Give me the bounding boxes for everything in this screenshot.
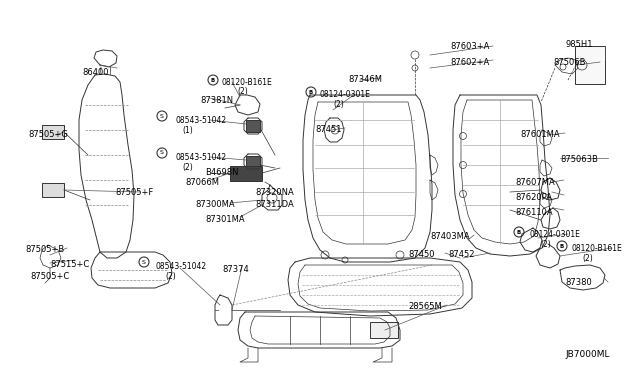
Text: 87381N: 87381N — [200, 96, 233, 105]
Text: 08543-51042: 08543-51042 — [175, 116, 226, 125]
Bar — [246, 120, 260, 132]
Text: 87320NA: 87320NA — [255, 188, 294, 197]
Text: 08120-B161E: 08120-B161E — [222, 78, 273, 87]
Text: 87505+G: 87505+G — [28, 130, 68, 139]
Text: 87505+C: 87505+C — [30, 272, 69, 281]
Text: 28565M: 28565M — [408, 302, 442, 311]
Bar — [230, 166, 262, 181]
Text: 87515+C: 87515+C — [50, 260, 89, 269]
Bar — [370, 322, 398, 338]
Text: B: B — [211, 77, 215, 83]
Text: (2): (2) — [540, 240, 551, 249]
Text: 87505+F: 87505+F — [115, 188, 153, 197]
Text: 876110A: 876110A — [515, 208, 552, 217]
Text: 86400: 86400 — [82, 68, 109, 77]
Text: (1): (1) — [182, 126, 193, 135]
Text: (2): (2) — [165, 272, 176, 281]
Text: 87607MA: 87607MA — [515, 178, 555, 187]
Text: 08124-0301E: 08124-0301E — [320, 90, 371, 99]
Text: S: S — [160, 113, 164, 119]
Text: 87601MA: 87601MA — [520, 130, 559, 139]
Text: 87346M: 87346M — [348, 75, 382, 84]
Text: 87450: 87450 — [408, 250, 435, 259]
Text: B4698N: B4698N — [205, 168, 239, 177]
Text: 87602+A: 87602+A — [450, 58, 489, 67]
Text: 87311DA: 87311DA — [255, 200, 294, 209]
Text: 87301MA: 87301MA — [205, 215, 244, 224]
Text: S: S — [142, 260, 146, 264]
Text: 87451: 87451 — [315, 125, 342, 134]
Text: 08543-51042: 08543-51042 — [175, 153, 226, 162]
Text: (2): (2) — [333, 100, 344, 109]
Text: 87603+A: 87603+A — [450, 42, 490, 51]
Text: 87620PA: 87620PA — [515, 193, 552, 202]
Text: B: B — [517, 230, 521, 234]
Text: 87505+B: 87505+B — [25, 245, 64, 254]
Text: 87380: 87380 — [565, 278, 592, 287]
Text: 87374: 87374 — [222, 265, 249, 274]
Text: 985H1: 985H1 — [566, 40, 593, 49]
Text: 87403MA: 87403MA — [430, 232, 470, 241]
Text: JB7000ML: JB7000ML — [565, 350, 609, 359]
Text: B: B — [309, 90, 313, 94]
Bar — [246, 156, 260, 167]
Text: 87506B: 87506B — [553, 58, 586, 67]
Bar — [42, 125, 64, 139]
Text: 875063B: 875063B — [560, 155, 598, 164]
Text: 87452: 87452 — [448, 250, 474, 259]
Text: 87300MA: 87300MA — [195, 200, 235, 209]
Text: (2): (2) — [182, 163, 193, 172]
Text: 87066M: 87066M — [185, 178, 219, 187]
Text: 08124-0301E: 08124-0301E — [530, 230, 581, 239]
Text: (2): (2) — [237, 87, 248, 96]
Text: 08543-51042: 08543-51042 — [155, 262, 206, 271]
Bar — [575, 46, 605, 84]
Text: S: S — [160, 151, 164, 155]
Text: (2): (2) — [582, 254, 593, 263]
Text: B: B — [560, 244, 564, 248]
Bar — [42, 183, 64, 197]
Text: 08120-B161E: 08120-B161E — [572, 244, 623, 253]
